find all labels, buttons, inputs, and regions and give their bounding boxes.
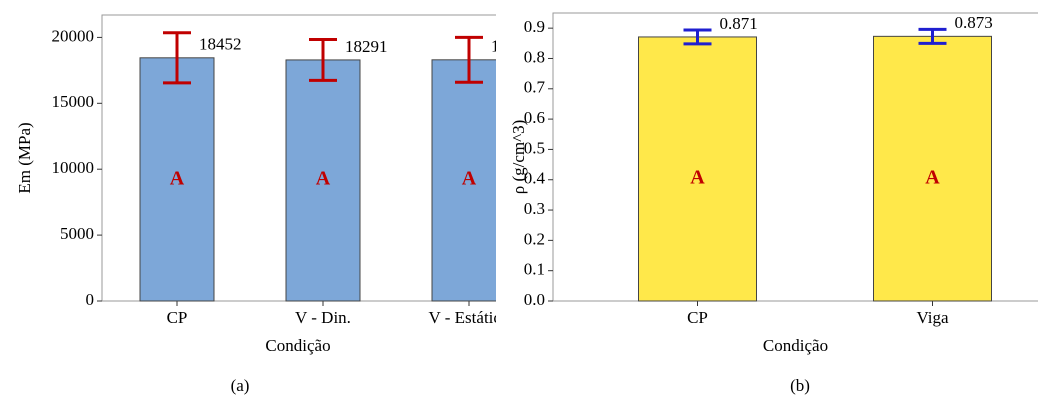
plot-frame bbox=[552, 12, 1038, 302]
caption: (b) bbox=[790, 376, 810, 395]
y-tick-label: 10000 bbox=[52, 158, 95, 177]
error-bar bbox=[309, 38, 337, 82]
value-label: 18291 bbox=[345, 37, 388, 56]
value-label: 18300 bbox=[491, 37, 534, 56]
x-axis-label: Condição bbox=[265, 336, 330, 355]
chart-a: 0 5000 10000 15000 20000 CP 18452 A V - Din. 1829… bbox=[15, 14, 534, 395]
error-bar bbox=[163, 31, 191, 85]
y-tick-label: 0 bbox=[86, 290, 95, 309]
error-bar bbox=[918, 27, 947, 45]
y-tick-label: 0.8 bbox=[524, 47, 545, 66]
y-tick-label: 0.1 bbox=[524, 260, 545, 279]
error-bar bbox=[683, 28, 712, 46]
letter-annotation: A bbox=[925, 167, 940, 189]
value-label: 18452 bbox=[199, 35, 242, 54]
y-tick-label: 0.4 bbox=[524, 169, 546, 188]
y-axis-label: Em (MPa) bbox=[15, 122, 34, 193]
y-tick-label: 0.9 bbox=[524, 17, 545, 36]
bar bbox=[139, 57, 215, 302]
y-tick-label: 0.0 bbox=[524, 290, 545, 309]
x-tick-label: V - Din. bbox=[295, 308, 351, 327]
value-label: 0.873 bbox=[955, 13, 993, 32]
y-tick-label: 0.2 bbox=[524, 229, 545, 248]
chart-b: 0.0 0.1 0.2 0.3 0.4 0.5 0.6 0.7 0.8 0.9 CP 0.871 A Vi… bbox=[509, 12, 1038, 395]
y-tick-label: 0.5 bbox=[524, 138, 545, 157]
y-tick-label: 0.7 bbox=[524, 78, 546, 97]
x-tick-label: CP bbox=[687, 308, 708, 327]
y-axis-label: ρ (g/cm^3) bbox=[509, 120, 528, 195]
value-label: 0.871 bbox=[720, 14, 758, 33]
y-tick-label: 5000 bbox=[60, 224, 94, 243]
x-tick-label: Viga bbox=[916, 308, 948, 327]
letter-annotation: A bbox=[316, 168, 331, 190]
bar bbox=[285, 59, 361, 302]
y-tick-label: 0.3 bbox=[524, 199, 545, 218]
error-bar bbox=[455, 35, 483, 84]
y-tick-label: 15000 bbox=[52, 92, 95, 111]
bar bbox=[431, 59, 496, 302]
caption: (a) bbox=[231, 376, 250, 395]
y-tick-label: 20000 bbox=[52, 26, 95, 45]
x-axis-label: Condição bbox=[763, 336, 828, 355]
letter-annotation: A bbox=[690, 167, 705, 189]
x-tick-label: CP bbox=[167, 308, 188, 327]
letter-annotation: A bbox=[170, 168, 185, 190]
x-tick-label: V - Estático bbox=[429, 308, 510, 327]
y-tick-label: 0.6 bbox=[524, 108, 545, 127]
letter-annotation: A bbox=[462, 168, 477, 190]
bar bbox=[638, 36, 757, 302]
